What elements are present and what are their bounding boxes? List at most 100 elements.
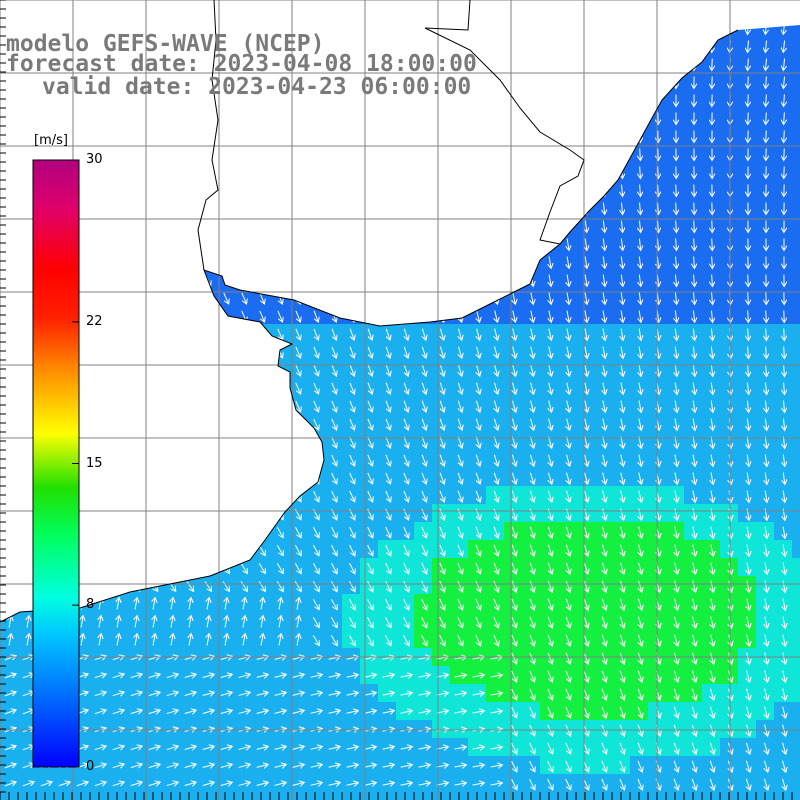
field-cell [558,162,576,180]
field-cell [306,144,324,162]
wind-arrow [315,5,317,16]
field-cell [432,198,450,216]
field-cell [486,486,504,504]
wind-arrow [477,130,479,142]
wind-arrow [116,5,120,15]
wind-arrow [351,25,353,34]
wind-arrow [241,418,247,429]
field-cell [90,234,108,252]
field-cell [108,270,126,288]
wind-arrow [186,400,192,411]
field-cell [216,738,234,756]
field-cell [702,25,720,36]
wind-arrow [386,274,389,286]
wind-arrow [259,220,264,231]
field-cell [396,756,414,774]
field-cell [738,540,756,558]
field-cell [414,288,432,306]
wind-arrow [278,112,281,124]
field-cell [486,738,504,756]
field-cell [162,756,180,774]
field-cell [414,0,432,18]
field-cell [522,504,540,522]
wind-arrow [78,365,85,374]
wind-arrow [549,112,550,124]
wind-arrow [513,382,516,394]
wind-arrow [295,454,301,465]
field-cell [558,288,576,306]
wind-arrow [422,292,425,304]
field-cell [504,54,522,72]
field-cell [558,324,576,342]
field-cell [738,504,756,522]
wind-arrow [278,202,282,213]
field-cell [486,414,504,432]
field-cell [720,594,738,612]
wind-arrow [259,328,264,339]
wind-arrow [350,256,353,267]
field-cell [486,0,504,18]
field-cell [738,522,756,540]
field-cell [144,468,162,486]
field-cell [504,432,522,450]
field-cell [414,144,432,162]
field-cell [522,576,540,594]
field-cell [288,486,306,504]
wind-arrow [694,5,695,16]
field-cell [540,486,558,504]
wind-arrow [604,166,605,178]
field-cell [90,198,108,216]
field-cell [432,234,450,252]
field-cell [468,450,486,468]
field-cell [612,468,630,486]
field-cell [432,414,450,432]
wind-arrow [24,257,31,266]
field-cell [144,684,162,702]
wind-arrow [513,184,515,196]
field-cell [432,108,450,126]
wind-arrow [204,400,210,411]
field-cell [522,234,540,252]
field-cell [414,25,432,36]
wind-arrow [386,328,389,339]
field-cell [702,72,720,90]
wind-arrow [531,220,533,232]
wind-arrow [24,563,31,572]
wind-arrow [784,148,785,160]
field-cell [522,486,540,504]
field-cell [504,252,522,270]
field-cell [396,288,414,306]
wind-arrow [43,148,49,159]
wind-arrow [639,382,641,394]
field-cell [504,108,522,126]
wind-arrow [132,545,139,554]
wind-arrow [96,437,103,446]
wind-arrow [784,346,785,358]
field-cell [594,558,612,576]
field-cell [774,450,792,468]
field-cell [396,108,414,126]
wind-arrow [694,292,695,304]
field-cell [90,360,108,378]
field-cell [198,720,216,738]
field-cell [612,756,630,774]
field-cell [342,324,360,342]
wind-arrow [150,491,157,500]
field-cell [792,774,800,792]
wind-arrow [404,382,408,393]
wind-arrow [206,112,210,123]
field-cell [738,252,756,270]
field-cell [342,144,360,162]
field-cell [126,522,144,540]
wind-arrow [658,184,659,196]
wind-arrow [6,184,12,195]
field-cell [162,180,180,198]
field-cell [288,126,306,144]
field-cell [666,468,684,486]
field-cell [666,360,684,378]
field-cell [18,756,36,774]
field-cell [198,774,216,792]
wind-arrow [260,130,263,141]
wind-arrow [422,382,426,393]
